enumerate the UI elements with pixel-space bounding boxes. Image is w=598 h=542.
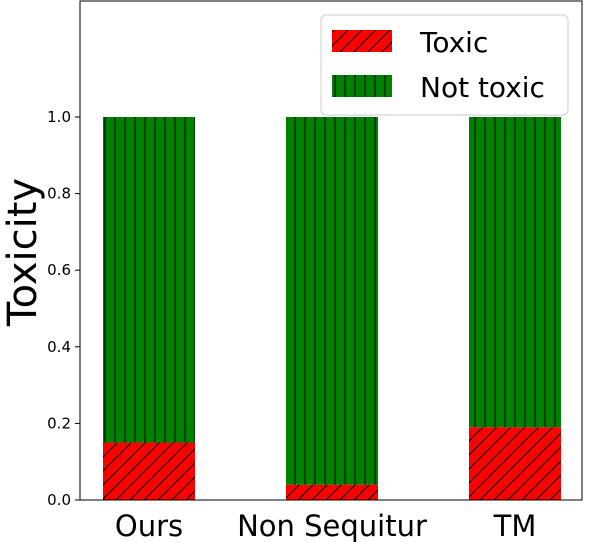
y-tick-label: 1.0: [47, 108, 71, 126]
bar-not-toxic-ours: [103, 117, 195, 443]
x-category-label: TM: [493, 509, 537, 542]
x-category-label: Ours: [115, 509, 183, 542]
y-axis-title: Toxicity: [0, 178, 46, 327]
bar-not-toxic-non-sequitur: [286, 117, 378, 485]
category-labels: Ours Non Sequitur TM: [115, 509, 537, 542]
y-tick-label: 0.2: [47, 414, 71, 432]
bars: [103, 117, 561, 500]
legend-label-toxic: Toxic: [419, 26, 488, 59]
bar-not-toxic-tm: [469, 117, 561, 428]
y-tick-label: 0.0: [47, 491, 71, 509]
plot-frame: [79, 0, 583, 501]
y-tick-label: 0.8: [47, 185, 71, 203]
x-category-label: Non Sequitur: [237, 509, 427, 542]
bar-toxic-tm: [469, 427, 561, 500]
y-ticks: 0.0 0.2 0.4 0.6 0.8 1.0: [47, 108, 80, 509]
y-tick-label: 0.4: [47, 338, 71, 356]
legend-swatch-not-toxic: [332, 75, 392, 97]
bar-toxic-non-sequitur: [286, 484, 378, 500]
legend-swatch-toxic: [332, 30, 392, 52]
y-tick-label: 0.6: [47, 261, 71, 279]
bar-toxic-ours: [103, 442, 195, 500]
legend: Toxic Not toxic: [320, 14, 569, 116]
legend-label-not-toxic: Not toxic: [420, 71, 545, 104]
